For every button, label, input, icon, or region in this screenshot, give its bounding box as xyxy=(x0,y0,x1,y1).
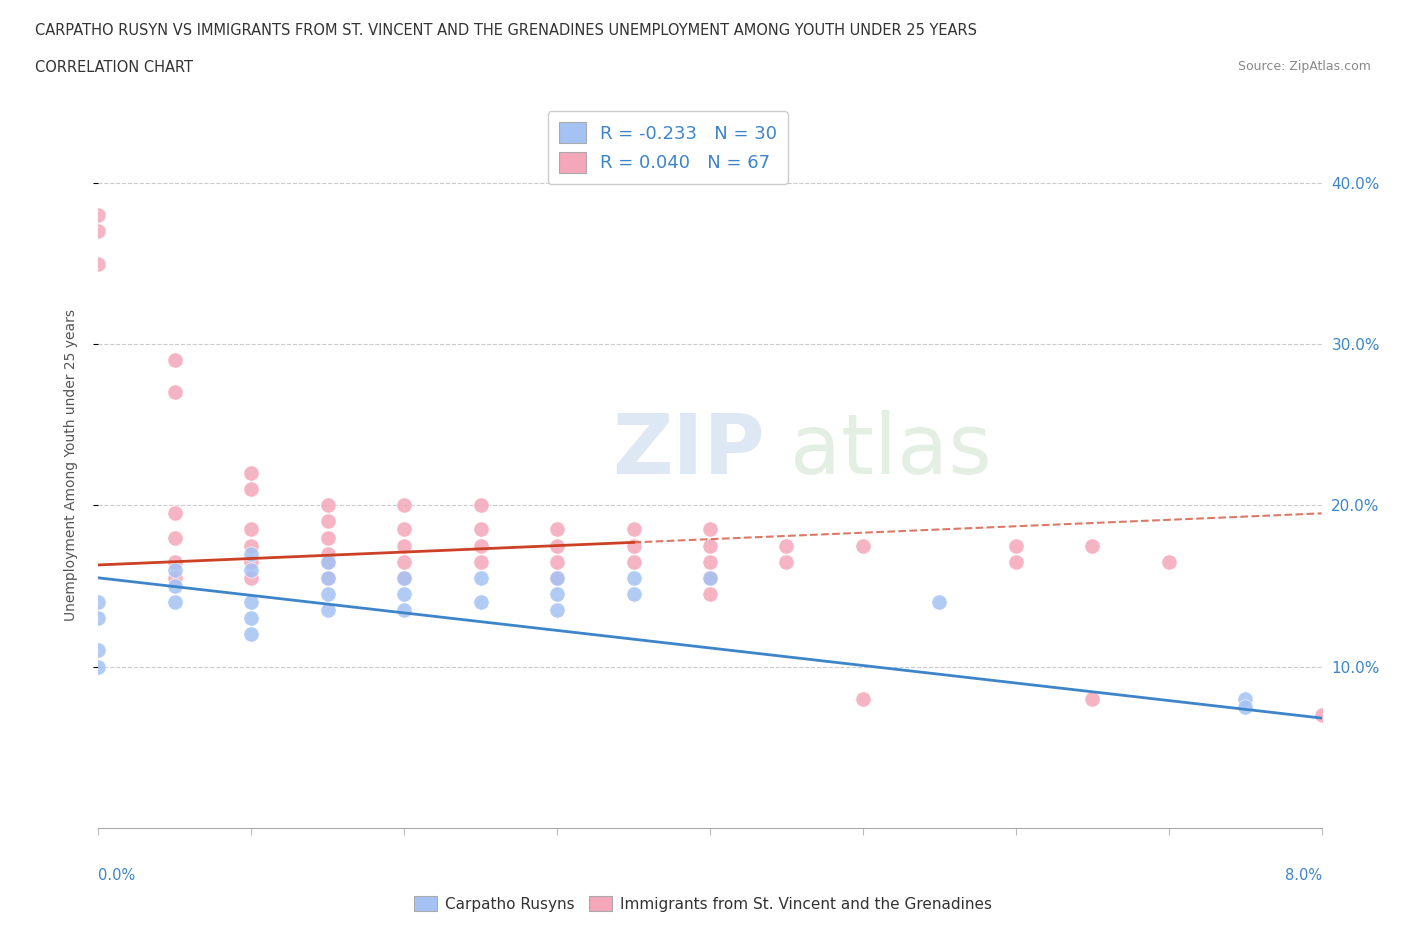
Point xyxy=(163,570,186,585)
Point xyxy=(316,570,339,585)
Point xyxy=(163,352,186,367)
Point xyxy=(240,611,263,626)
Point xyxy=(240,554,263,569)
Point xyxy=(392,522,416,537)
Point xyxy=(546,538,568,553)
Point xyxy=(699,522,721,537)
Point xyxy=(392,554,416,569)
Point xyxy=(623,587,645,602)
Point xyxy=(87,224,110,239)
Point xyxy=(240,563,263,578)
Point xyxy=(699,570,721,585)
Text: 0.0%: 0.0% xyxy=(98,868,135,883)
Point xyxy=(87,207,110,222)
Point xyxy=(316,603,339,618)
Point xyxy=(1234,699,1257,714)
Point xyxy=(392,570,416,585)
Point xyxy=(240,594,263,609)
Point xyxy=(1081,538,1104,553)
Point xyxy=(546,554,568,569)
Point xyxy=(240,482,263,497)
Point xyxy=(240,466,263,481)
Point xyxy=(546,522,568,537)
Point xyxy=(775,538,797,553)
Point xyxy=(240,570,263,585)
Point xyxy=(392,587,416,602)
Point xyxy=(470,554,492,569)
Point xyxy=(316,570,339,585)
Point xyxy=(316,587,339,602)
Text: 8.0%: 8.0% xyxy=(1285,868,1322,883)
Point xyxy=(316,514,339,529)
Point xyxy=(623,554,645,569)
Point xyxy=(1004,538,1026,553)
Point xyxy=(852,691,875,706)
Point xyxy=(623,570,645,585)
Point xyxy=(240,522,263,537)
Point xyxy=(316,530,339,545)
Point xyxy=(699,570,721,585)
Point xyxy=(163,563,186,578)
Point xyxy=(1310,708,1333,723)
Point xyxy=(87,256,110,271)
Text: ZIP: ZIP xyxy=(612,410,765,491)
Point xyxy=(470,538,492,553)
Text: Source: ZipAtlas.com: Source: ZipAtlas.com xyxy=(1237,60,1371,73)
Point xyxy=(87,611,110,626)
Text: CORRELATION CHART: CORRELATION CHART xyxy=(35,60,193,75)
Point xyxy=(1004,554,1026,569)
Legend: R = -0.233   N = 30, R = 0.040   N = 67: R = -0.233 N = 30, R = 0.040 N = 67 xyxy=(548,112,787,184)
Point xyxy=(163,385,186,400)
Point xyxy=(163,506,186,521)
Point xyxy=(546,570,568,585)
Point xyxy=(392,498,416,512)
Point xyxy=(316,498,339,512)
Point xyxy=(775,554,797,569)
Point xyxy=(87,594,110,609)
Point xyxy=(316,554,339,569)
Point xyxy=(470,570,492,585)
Point xyxy=(546,603,568,618)
Point xyxy=(87,643,110,658)
Point xyxy=(163,578,186,593)
Point xyxy=(163,530,186,545)
Point xyxy=(623,538,645,553)
Point xyxy=(470,594,492,609)
Point xyxy=(470,522,492,537)
Point xyxy=(240,627,263,642)
Point xyxy=(1157,554,1180,569)
Point xyxy=(316,546,339,561)
Point xyxy=(852,538,875,553)
Point xyxy=(392,603,416,618)
Point xyxy=(392,538,416,553)
Point xyxy=(240,546,263,561)
Point xyxy=(699,587,721,602)
Y-axis label: Unemployment Among Youth under 25 years: Unemployment Among Youth under 25 years xyxy=(63,309,77,621)
Point xyxy=(163,554,186,569)
Point xyxy=(87,659,110,674)
Text: CARPATHO RUSYN VS IMMIGRANTS FROM ST. VINCENT AND THE GRENADINES UNEMPLOYMENT AM: CARPATHO RUSYN VS IMMIGRANTS FROM ST. VI… xyxy=(35,23,977,38)
Point xyxy=(928,594,950,609)
Point xyxy=(699,554,721,569)
Point xyxy=(316,554,339,569)
Point xyxy=(1081,691,1104,706)
Text: atlas: atlas xyxy=(790,410,991,491)
Point xyxy=(240,538,263,553)
Point xyxy=(623,522,645,537)
Legend: Carpatho Rusyns, Immigrants from St. Vincent and the Grenadines: Carpatho Rusyns, Immigrants from St. Vin… xyxy=(408,889,998,918)
Point xyxy=(1234,691,1257,706)
Point xyxy=(546,587,568,602)
Point xyxy=(699,538,721,553)
Point xyxy=(163,594,186,609)
Point xyxy=(546,570,568,585)
Point xyxy=(470,498,492,512)
Point xyxy=(392,570,416,585)
